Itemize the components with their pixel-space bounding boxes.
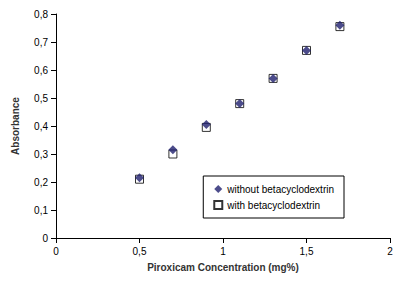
svg-text:0: 0 — [42, 233, 48, 244]
svg-text:0,7: 0,7 — [34, 37, 48, 48]
svg-text:0: 0 — [53, 246, 59, 257]
svg-text:0,3: 0,3 — [34, 149, 48, 160]
svg-text:Piroxicam Concentration (mg%): Piroxicam Concentration (mg%) — [147, 262, 299, 273]
svg-text:Absorbance: Absorbance — [10, 97, 21, 155]
svg-text:0,2: 0,2 — [34, 177, 48, 188]
svg-text:0,6: 0,6 — [34, 65, 48, 76]
svg-text:0,8: 0,8 — [34, 9, 48, 20]
svg-text:with betacyclodextrin: with betacyclodextrin — [226, 200, 320, 211]
svg-text:without betacyclodextrin: without betacyclodextrin — [226, 184, 334, 195]
svg-text:0,5: 0,5 — [133, 246, 147, 257]
svg-text:1: 1 — [220, 246, 226, 257]
svg-text:1,5: 1,5 — [300, 246, 314, 257]
svg-text:0,1: 0,1 — [34, 205, 48, 216]
svg-text:0,4: 0,4 — [34, 121, 48, 132]
svg-text:0,5: 0,5 — [34, 93, 48, 104]
svg-text:2: 2 — [387, 246, 393, 257]
